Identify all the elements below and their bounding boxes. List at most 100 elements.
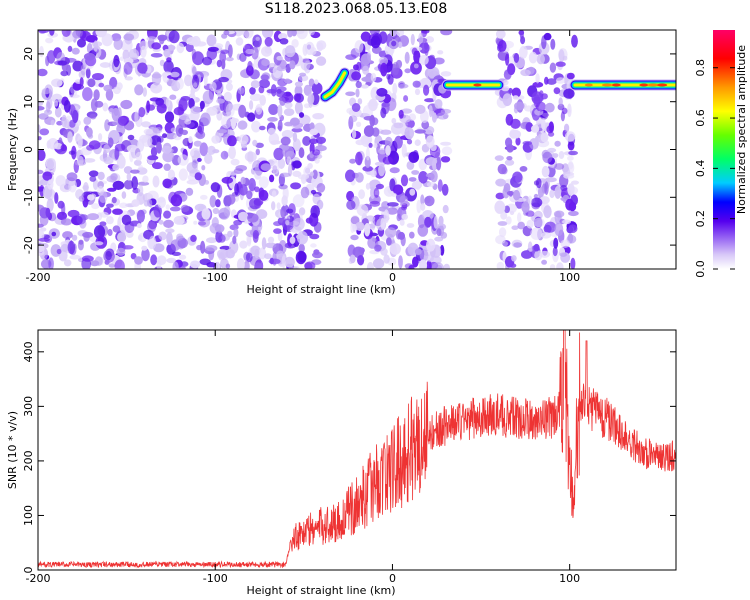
noise-blob <box>550 38 556 50</box>
spectrogram-x-tick-label: 100 <box>559 271 580 284</box>
noise-blob <box>134 110 139 124</box>
signal-hotspot <box>639 83 649 87</box>
noise-blob <box>112 164 120 171</box>
noise-blob <box>355 88 360 98</box>
noise-blob <box>517 221 525 230</box>
noise-blob <box>234 183 240 196</box>
noise-blob <box>114 147 120 160</box>
noise-blob <box>83 52 96 61</box>
noise-blob <box>296 231 309 245</box>
noise-blob <box>304 261 316 269</box>
noise-blob <box>261 30 274 39</box>
noise-blob <box>433 69 439 75</box>
noise-blob <box>555 77 566 84</box>
noise-blob <box>531 91 544 105</box>
noise-blob <box>243 30 254 39</box>
noise-blob <box>289 236 296 244</box>
noise-blob <box>282 145 295 158</box>
noise-blob <box>396 30 405 37</box>
noise-blob <box>179 113 189 121</box>
noise-blob <box>420 194 425 206</box>
noise-blob <box>227 135 237 147</box>
noise-blob <box>519 30 524 40</box>
noise-blob <box>425 36 435 43</box>
noise-blob <box>123 58 134 64</box>
noise-blob <box>495 235 506 245</box>
noise-blob <box>192 51 204 66</box>
noise-blob <box>558 49 565 63</box>
noise-blob <box>545 177 557 183</box>
noise-blob <box>566 72 575 80</box>
noise-blob <box>63 99 71 113</box>
noise-blob <box>239 240 248 249</box>
noise-blob <box>564 131 576 142</box>
noise-blob <box>72 109 79 124</box>
noise-blob <box>77 135 83 149</box>
noise-blob <box>176 42 185 54</box>
noise-blob <box>254 186 260 193</box>
noise-blob <box>229 240 239 254</box>
noise-blob <box>66 172 78 182</box>
noise-blob <box>139 40 149 51</box>
noise-blob <box>141 121 151 128</box>
snr-frame <box>37 329 677 571</box>
noise-blob <box>375 183 384 190</box>
snr-y-axis-label: SNR (10 * v/v) <box>6 411 19 489</box>
noise-blob <box>146 36 157 42</box>
noise-blob <box>519 45 528 59</box>
noise-blob <box>536 177 542 189</box>
noise-blob <box>571 34 578 48</box>
noise-blob <box>163 219 174 228</box>
noise-blob <box>408 264 415 269</box>
noise-blob <box>225 263 231 269</box>
noise-blob <box>60 70 69 77</box>
noise-blob <box>218 76 230 83</box>
noise-blob <box>191 35 201 47</box>
noise-blob <box>298 147 305 159</box>
noise-blob <box>75 30 84 37</box>
spectrogram-y-tick-label: -20 <box>22 236 35 254</box>
noise-blob <box>116 155 126 169</box>
noise-blob <box>310 205 321 218</box>
noise-blob <box>267 236 275 244</box>
noise-blob <box>412 80 421 88</box>
noise-blob <box>567 186 579 195</box>
noise-blob <box>106 216 114 225</box>
noise-blob <box>515 137 521 146</box>
noise-blob <box>202 56 213 66</box>
noise-blob <box>278 240 287 254</box>
noise-blob <box>553 87 561 95</box>
noise-blob <box>38 136 42 141</box>
noise-blob <box>288 266 298 269</box>
noise-blob <box>221 176 233 184</box>
noise-blob <box>264 253 272 260</box>
noise-blob <box>165 97 171 108</box>
noise-blob <box>82 87 93 102</box>
noise-blob <box>365 183 371 190</box>
noise-blob <box>258 79 270 89</box>
noise-blob <box>151 42 162 50</box>
noise-blob <box>38 204 45 212</box>
noise-blob <box>51 78 63 88</box>
noise-blob <box>56 211 68 221</box>
noise-blob <box>294 81 303 87</box>
noise-blob <box>308 95 313 108</box>
noise-blob <box>378 56 389 66</box>
noise-blob <box>105 88 114 101</box>
noise-blob <box>309 171 314 177</box>
noise-blob <box>77 155 84 167</box>
noise-blob <box>355 81 362 89</box>
noise-blob <box>177 154 189 166</box>
noise-blob <box>355 151 363 166</box>
noise-blob <box>289 60 296 70</box>
noise-blob <box>236 258 245 269</box>
noise-blob <box>190 149 195 157</box>
noise-blob <box>258 189 269 201</box>
noise-blob <box>436 112 449 120</box>
noise-blob <box>210 182 221 193</box>
noise-blob <box>93 89 100 101</box>
noise-blob <box>190 88 196 95</box>
noise-blob <box>565 198 574 211</box>
noise-blob <box>188 136 193 144</box>
noise-blob <box>398 255 403 269</box>
